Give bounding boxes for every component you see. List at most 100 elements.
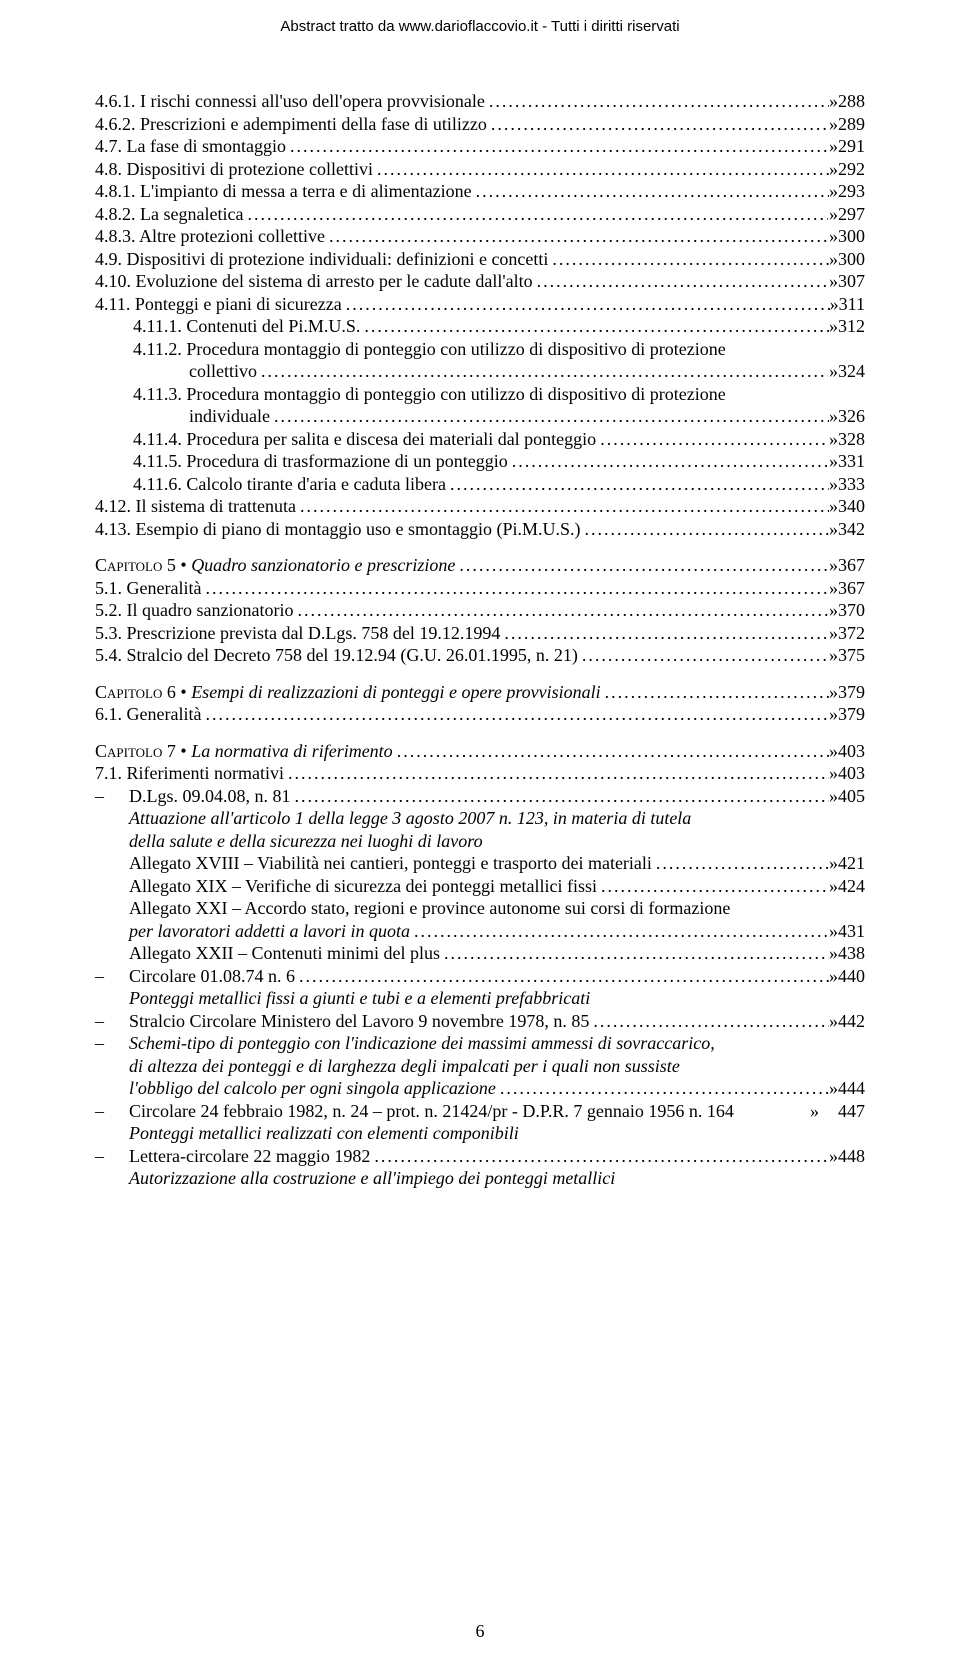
toc-label: 4.11.6. Calcolo tirante d'aria e caduta … — [95, 473, 446, 496]
toc-row: Ponteggi metallici realizzati con elemen… — [95, 1122, 865, 1145]
toc-page-number: 370 — [838, 599, 865, 622]
toc-page-number: 311 — [839, 293, 865, 316]
toc-page-number: 442 — [838, 1010, 865, 1033]
toc-page-number: 307 — [838, 270, 865, 293]
toc-row: 4.11.6. Calcolo tirante d'aria e caduta … — [95, 473, 865, 496]
toc-quote-mark: » — [828, 203, 838, 226]
toc-row: collettivo..............................… — [95, 360, 865, 383]
toc-quote-mark: » — [829, 644, 838, 667]
toc-label: Stralcio Circolare Ministero del Lavoro … — [129, 1010, 589, 1033]
toc-leader: ........................................… — [342, 293, 830, 316]
toc-label: 4.8.3. Altre protezioni collettive — [95, 225, 325, 248]
toc-page-number: 297 — [838, 203, 865, 226]
toc-label: 4.12. Il sistema di trattenuta — [95, 495, 296, 518]
toc-page-number: 405 — [838, 785, 865, 808]
toc-page-number: 438 — [838, 942, 865, 965]
toc-leader: ........................................… — [500, 622, 829, 645]
toc-label: 4.8.2. La segnaletica — [95, 203, 243, 226]
toc-row: 4.10. Evoluzione del sistema di arresto … — [95, 270, 865, 293]
page-number: 6 — [0, 1621, 960, 1642]
toc-label: di altezza dei ponteggi e di larghezza d… — [95, 1055, 680, 1078]
toc-quote-mark: » — [797, 1100, 819, 1123]
toc-quote-mark: » — [829, 942, 838, 965]
toc-page-number: 331 — [838, 450, 865, 473]
toc-page-number: 440 — [838, 965, 865, 988]
toc-page-number: 288 — [838, 90, 865, 113]
toc-label: 4.9. Dispositivi di protezione individua… — [95, 248, 548, 271]
toc-label: Allegato XXII – Contenuti minimi del plu… — [95, 942, 440, 965]
toc-row: Attuazione all'articolo 1 della legge 3 … — [95, 807, 865, 830]
toc-page-number: 375 — [838, 644, 865, 667]
toc-quote-mark: » — [829, 599, 838, 622]
toc-label: D.Lgs. 09.04.08, n. 81 — [129, 785, 291, 808]
toc-quote-mark: » — [829, 622, 838, 645]
dash-icon: – — [95, 785, 129, 808]
toc-leader: ........................................… — [589, 1010, 829, 1033]
toc-label: 5.1. Generalità — [95, 577, 201, 600]
toc-leader: ........................................… — [201, 703, 827, 726]
toc-label: Autorizzazione alla costruzione e all'im… — [95, 1167, 615, 1190]
toc-leader: ........................................… — [410, 920, 829, 943]
toc-leader: ........................................… — [578, 644, 829, 667]
toc-row: 4.8.3. Altre protezioni collettive......… — [95, 225, 865, 248]
toc-quote-mark: » — [829, 554, 838, 577]
toc-row: Allegato XIX – Verifiche di sicurezza de… — [95, 875, 865, 898]
toc-row: l'obbligo del calcolo per ogni singola a… — [95, 1077, 865, 1100]
toc-page-number: 293 — [838, 180, 865, 203]
toc-quote-mark: » — [829, 1145, 838, 1168]
toc-row: 6.1. Generalità.........................… — [95, 703, 865, 726]
dash-icon: – — [95, 1100, 129, 1123]
toc-label: 4.10. Evoluzione del sistema di arresto … — [95, 270, 533, 293]
toc-leader: ........................................… — [296, 495, 829, 518]
toc-quote-mark: » — [829, 1010, 838, 1033]
dash-icon: – — [95, 1032, 129, 1055]
toc-row: 4.8.2. La segnaletica...................… — [95, 203, 865, 226]
toc-quote-mark: » — [829, 113, 838, 136]
toc-row: –Circolare 01.08.74 n. 6................… — [95, 965, 865, 988]
toc-label: Capitolo 7 • La normativa di riferimento — [95, 740, 393, 763]
toc-row: –Lettera-circolare 22 maggio 1982.......… — [95, 1145, 865, 1168]
toc-quote-mark: » — [829, 473, 838, 496]
toc-label: 5.3. Prescrizione prevista dal D.Lgs. 75… — [95, 622, 500, 645]
toc-quote-mark: » — [829, 495, 838, 518]
toc-row: –Schemi-tipo di ponteggio con l'indicazi… — [95, 1032, 865, 1055]
toc-leader: ........................................… — [325, 225, 829, 248]
toc-label: 4.11.5. Procedura di trasformazione di u… — [95, 450, 508, 473]
toc-leader: ........................................… — [286, 135, 829, 158]
toc-label: Lettera-circolare 22 maggio 1982 — [129, 1145, 370, 1168]
toc-leader: ........................................… — [284, 762, 829, 785]
toc-label: Ponteggi metallici realizzati con elemen… — [95, 1122, 519, 1145]
toc-label: Schemi-tipo di ponteggio con l'indicazio… — [129, 1032, 715, 1055]
toc-page-number: 291 — [838, 135, 865, 158]
table-of-contents: 4.6.1. I rischi connessi all'uso dell'op… — [95, 90, 865, 1190]
toc-label: 4.11.1. Contenuti del Pi.M.U.S. — [95, 315, 360, 338]
toc-quote-mark: » — [829, 270, 838, 293]
toc-page-number: 324 — [838, 360, 865, 383]
toc-quote-mark: » — [830, 293, 839, 316]
toc-quote-mark: » — [829, 785, 838, 808]
toc-row: 4.11.5. Procedura di trasformazione di u… — [95, 450, 865, 473]
toc-row: 4.12. Il sistema di trattenuta..........… — [95, 495, 865, 518]
toc-label: Capitolo 5 • Quadro sanzionatorio e pres… — [95, 554, 455, 577]
toc-page-number: 403 — [838, 740, 865, 763]
toc-row: 4.6.1. I rischi connessi all'uso dell'op… — [95, 90, 865, 113]
toc-leader: ........................................… — [295, 965, 829, 988]
toc-page-number: 342 — [838, 518, 865, 541]
toc-quote-mark: » — [829, 518, 838, 541]
toc-leader — [734, 1100, 797, 1123]
dash-icon: – — [95, 965, 129, 988]
toc-quote-mark: » — [829, 875, 838, 898]
toc-leader: ........................................… — [533, 270, 829, 293]
toc-label: 4.13. Esempio di piano di montaggio uso … — [95, 518, 580, 541]
toc-row: Capitolo 6 • Esempi di realizzazioni di … — [95, 681, 865, 704]
toc-page-number: 367 — [838, 577, 865, 600]
toc-label: collettivo — [95, 360, 257, 383]
toc-leader: ........................................… — [293, 599, 829, 622]
toc-leader: ........................................… — [373, 158, 829, 181]
dash-icon: – — [95, 1010, 129, 1033]
toc-leader: ........................................… — [508, 450, 829, 473]
toc-page-number: 421 — [838, 852, 865, 875]
toc-row: Autorizzazione alla costruzione e all'im… — [95, 1167, 865, 1190]
toc-leader: ........................................… — [472, 180, 829, 203]
toc-label: Capitolo 6 • Esempi di realizzazioni di … — [95, 681, 601, 704]
